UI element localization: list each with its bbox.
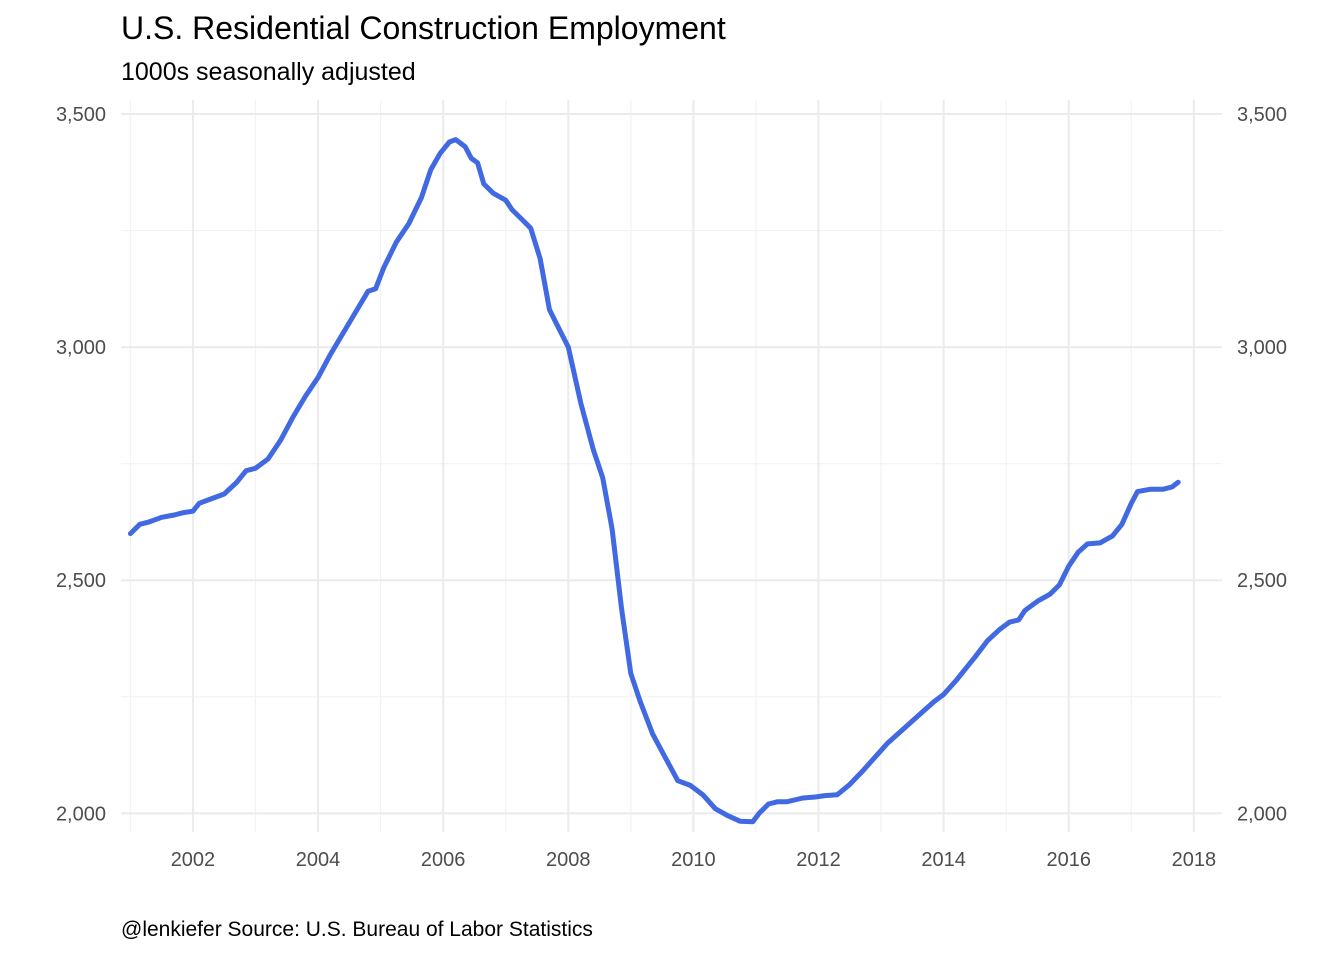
y-tick-label-left: 2,000: [56, 803, 106, 825]
y-axis-right: 2,000 2,500 3,000 3,500: [1237, 104, 1287, 825]
y-tick-label-left: 3,500: [56, 104, 106, 126]
chart-subtitle: 1000s seasonally adjusted: [121, 58, 416, 86]
x-tick-label: 2010: [671, 849, 716, 871]
chart-title: U.S. Residential Construction Employment: [121, 10, 726, 46]
x-tick-label: 2006: [421, 849, 466, 871]
major-gridlines: [121, 100, 1222, 832]
x-tick-label: 2008: [546, 849, 591, 871]
y-tick-label-right: 2,000: [1237, 803, 1287, 825]
x-tick-label: 2012: [796, 849, 841, 871]
y-tick-label-right: 2,500: [1237, 570, 1287, 592]
x-axis: 2002 2004 2006 2008 2010 2012 2014 2016 2018: [171, 849, 1216, 871]
x-tick-label: 2014: [921, 849, 966, 871]
chart-caption: @lenkiefer Source: U.S. Bureau of Labor …: [121, 918, 593, 941]
x-tick-label: 2018: [1172, 849, 1217, 871]
series-group: [127, 137, 1181, 825]
x-tick-label: 2004: [296, 849, 341, 871]
y-tick-label-left: 2,500: [56, 570, 106, 592]
y-tick-label-right: 3,000: [1237, 337, 1287, 359]
x-tick-label: 2002: [171, 849, 216, 871]
series-line: [127, 137, 1181, 825]
x-tick-label: 2016: [1046, 849, 1091, 871]
y-tick-label-left: 3,000: [56, 337, 106, 359]
y-axis-left: 2,000 2,500 3,000 3,500: [56, 104, 106, 825]
y-tick-label-right: 3,500: [1237, 104, 1287, 126]
minor-gridlines: [121, 100, 1222, 832]
